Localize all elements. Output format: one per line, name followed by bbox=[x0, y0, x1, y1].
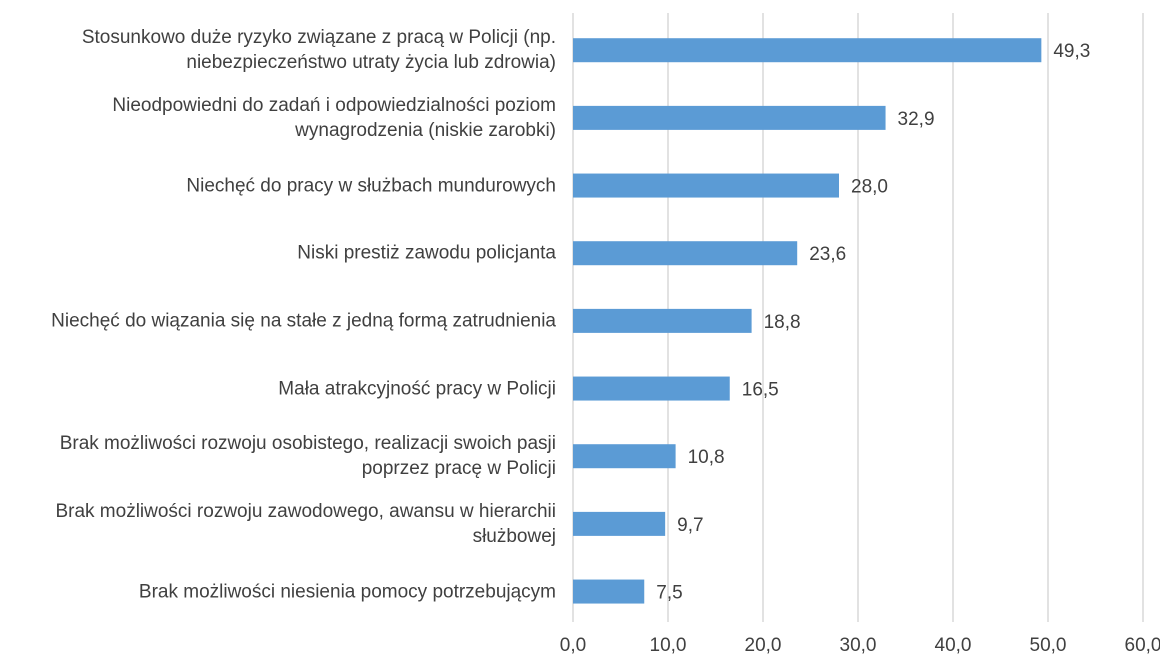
value-label: 7,5 bbox=[656, 583, 682, 604]
value-label: 23,6 bbox=[809, 244, 846, 265]
value-label: 16,5 bbox=[742, 380, 779, 401]
x-tick-label: 60,0 bbox=[1125, 635, 1160, 656]
bar bbox=[573, 105, 886, 130]
bar bbox=[573, 511, 666, 536]
y-tick-label: Nieodpowiedni do zadań i odpowiedzialnoś… bbox=[112, 94, 556, 141]
x-tick-label: 0,0 bbox=[560, 635, 586, 656]
bar bbox=[573, 308, 752, 333]
value-label: 49,3 bbox=[1053, 41, 1090, 62]
y-tick-label: Mała atrakcyjność pracy w Policji bbox=[278, 378, 556, 400]
y-tick-label: Niski prestiż zawodu policjanta bbox=[297, 242, 556, 264]
bar bbox=[573, 376, 730, 401]
bar bbox=[573, 579, 645, 604]
bar bbox=[573, 173, 839, 198]
value-label: 18,8 bbox=[764, 312, 801, 333]
y-tick-label: Brak możliwości rozwoju osobistego, real… bbox=[59, 433, 556, 480]
y-tick-label: Niechęć do wiązania się na stałe z jedną… bbox=[51, 310, 556, 332]
value-label: 28,0 bbox=[851, 177, 888, 198]
value-label: 9,7 bbox=[677, 515, 703, 536]
x-tick-label: 40,0 bbox=[935, 635, 972, 656]
value-label: 10,8 bbox=[688, 447, 725, 468]
bar bbox=[573, 241, 798, 266]
bar bbox=[573, 38, 1042, 63]
y-tick-label: Niechęć do pracy w służbach mundurowych bbox=[186, 175, 556, 197]
x-tick-label: 20,0 bbox=[745, 635, 782, 656]
y-tick-label: Stosunkowo duże ryzyko związane z pracą … bbox=[81, 27, 556, 74]
x-tick-label: 50,0 bbox=[1030, 635, 1067, 656]
y-tick-label: Brak możliwości rozwoju zawodowego, awan… bbox=[55, 500, 556, 547]
y-tick-label: Brak możliwości niesienia pomocy potrzeb… bbox=[138, 581, 556, 603]
x-tick-label: 30,0 bbox=[840, 635, 877, 656]
value-label: 32,9 bbox=[898, 109, 935, 130]
x-tick-label: 10,0 bbox=[650, 635, 687, 656]
bar bbox=[573, 444, 676, 469]
